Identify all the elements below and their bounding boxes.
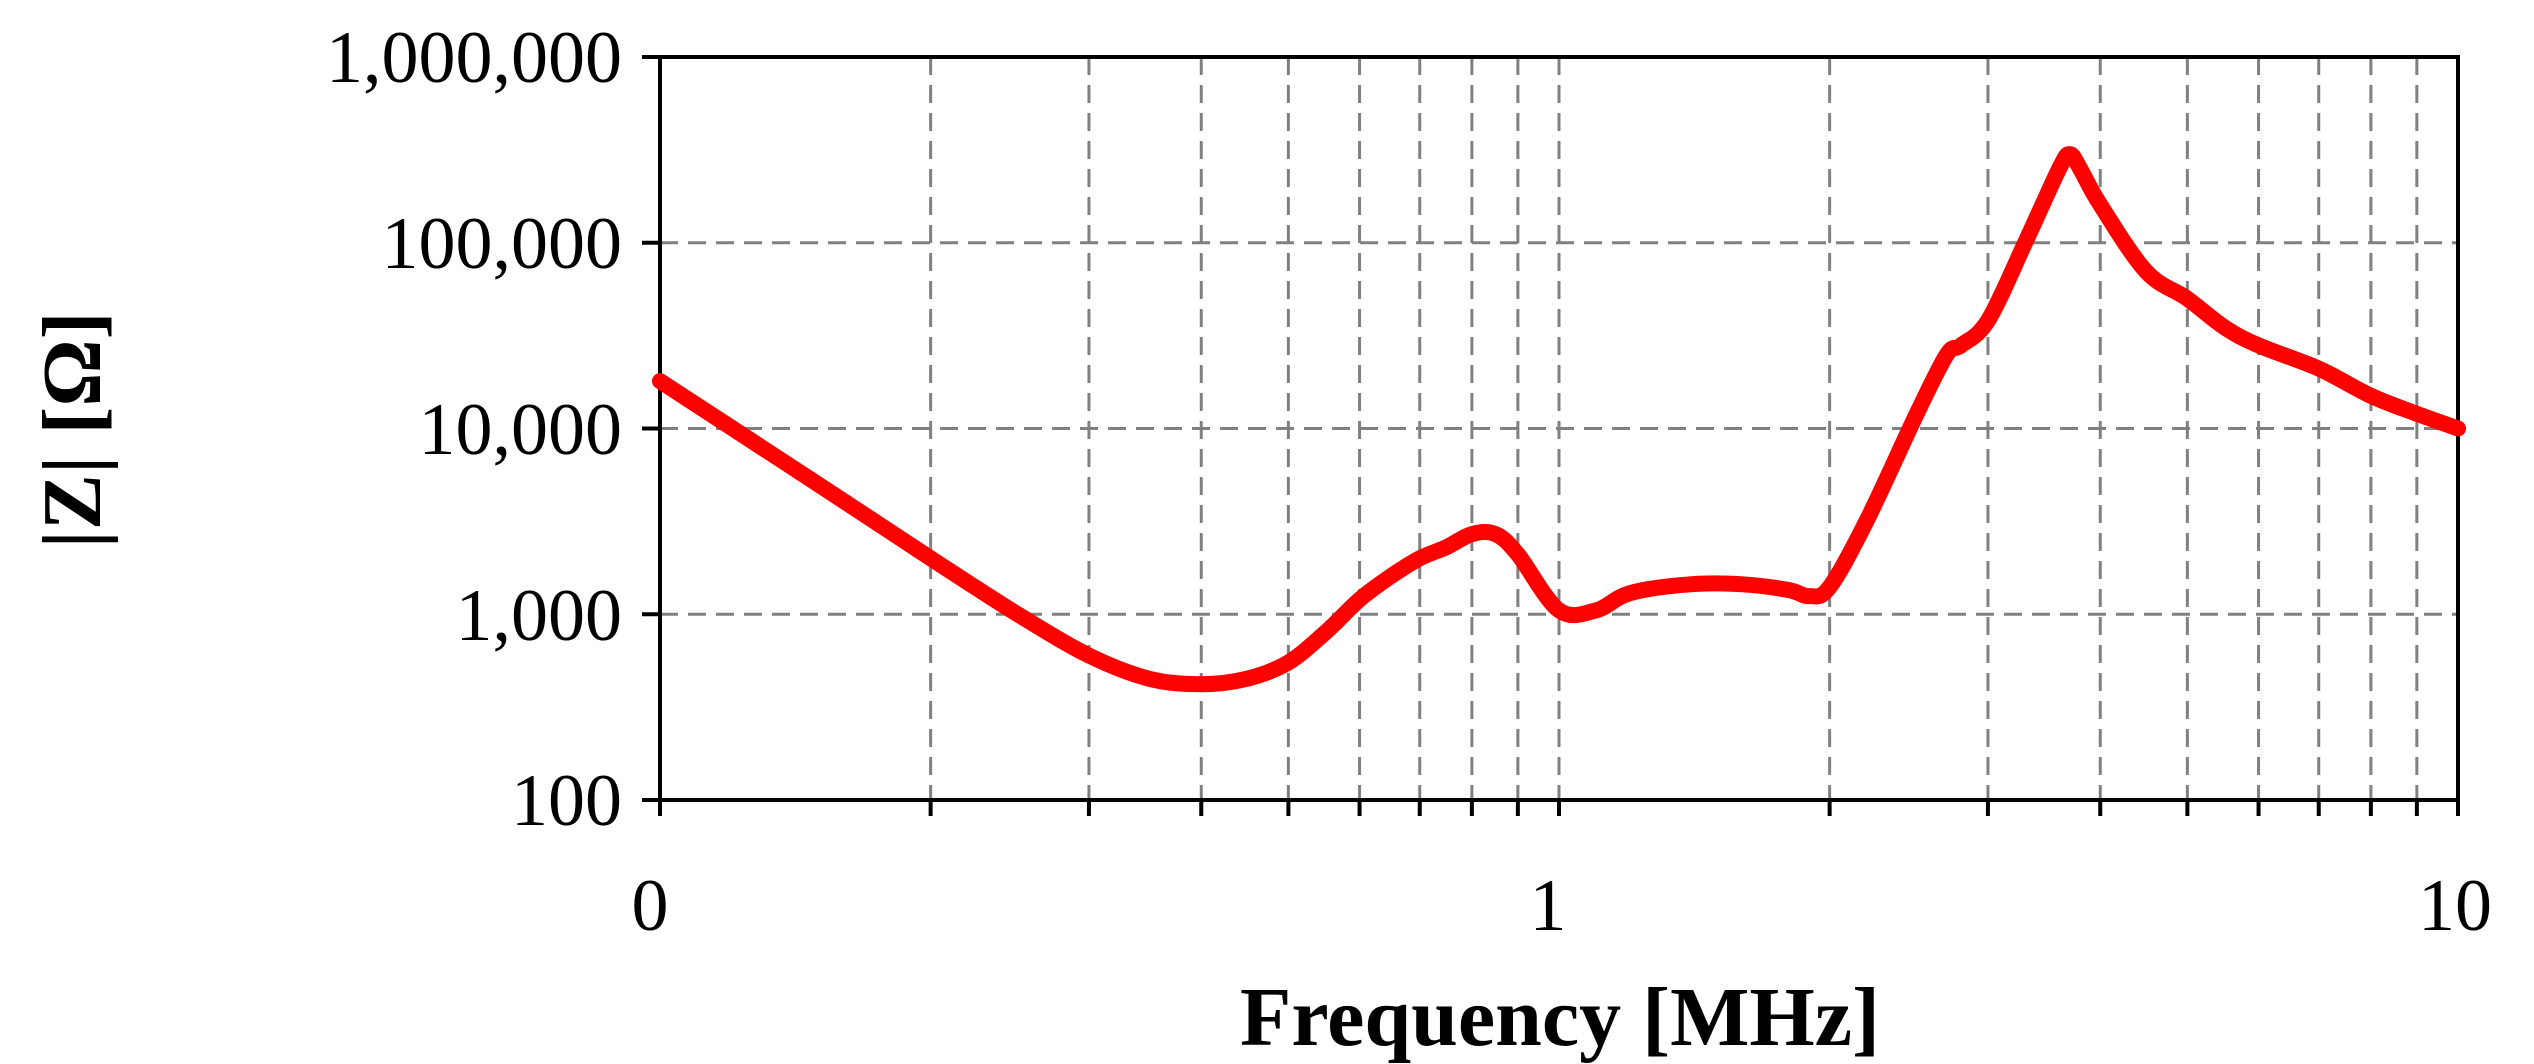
y-tick-label: 10,000 <box>419 389 623 471</box>
impedance-series-line <box>652 146 2466 693</box>
y-tick-label: 100,000 <box>382 203 623 285</box>
y-tick-label: 1,000 <box>456 575 623 657</box>
grid-lines <box>660 57 2458 800</box>
y-axis-title: |Z| [Ω] <box>26 311 119 548</box>
x-tick-label: 1 <box>1530 865 1567 947</box>
y-tick-label: 1,000,000 <box>326 17 622 99</box>
axis-ticks <box>642 55 2460 816</box>
y-tick-label: 100 <box>511 760 622 842</box>
x-tick-label: 0 <box>632 865 669 947</box>
x-axis-title: Frequency [MHz] <box>1240 971 1880 1064</box>
x-tick-label: 10 <box>2418 865 2492 947</box>
